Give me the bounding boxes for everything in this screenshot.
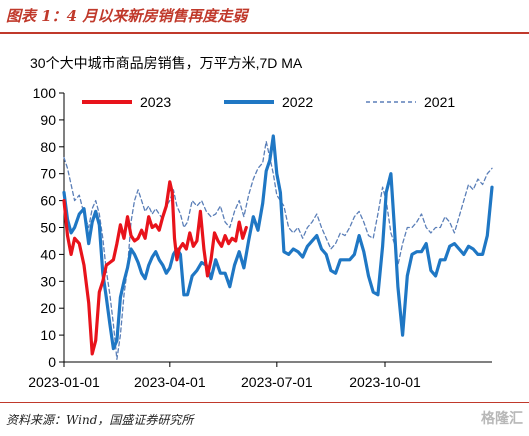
y-tick-label: 80 <box>40 139 56 155</box>
x-tick-label: 2023-04-01 <box>134 374 206 390</box>
y-tick-label: 100 <box>33 85 57 101</box>
y-tick-label: 90 <box>40 112 56 128</box>
header-rule <box>0 32 529 34</box>
y-tick-label: 50 <box>40 220 56 236</box>
series-line-2023 <box>62 180 248 356</box>
footer: 资料来源：Wind，国盛证券研究所 格隆汇 <box>0 402 529 436</box>
y-tick-label: 40 <box>40 246 56 262</box>
page-title: 图表 1：4 月以来新房销售再度走弱 <box>6 7 248 25</box>
y-tick-label: 10 <box>40 327 56 343</box>
y-tick-label: 20 <box>40 300 56 316</box>
series-line-2022 <box>62 134 494 351</box>
source-note: 资料来源：Wind，国盛证券研究所 <box>6 413 194 427</box>
legend-label-2021: 2021 <box>424 94 455 110</box>
footer-rule <box>0 402 529 403</box>
chart-title: 30个大中城市商品房销售，万平方米,7D MA <box>30 55 303 71</box>
y-tick-label: 0 <box>48 354 56 370</box>
x-tick-label: 2023-07-01 <box>241 374 313 390</box>
x-tick-label: 2023-01-01 <box>28 374 100 390</box>
y-tick-label: 30 <box>40 273 56 289</box>
x-tick-label: 2023-10-01 <box>349 374 421 390</box>
line-chart: 30个大中城市商品房销售，万平方米,7D MA 0 10 20 30 40 50 60 70 8… <box>28 55 494 390</box>
header: 图表 1：4 月以来新房销售再度走弱 <box>0 0 529 34</box>
watermark: 格隆汇 <box>481 411 523 427</box>
y-tick-label: 60 <box>40 193 56 209</box>
y-tick-label: 70 <box>40 166 56 182</box>
legend-label-2023: 2023 <box>140 94 171 110</box>
legend-label-2022: 2022 <box>282 94 313 110</box>
